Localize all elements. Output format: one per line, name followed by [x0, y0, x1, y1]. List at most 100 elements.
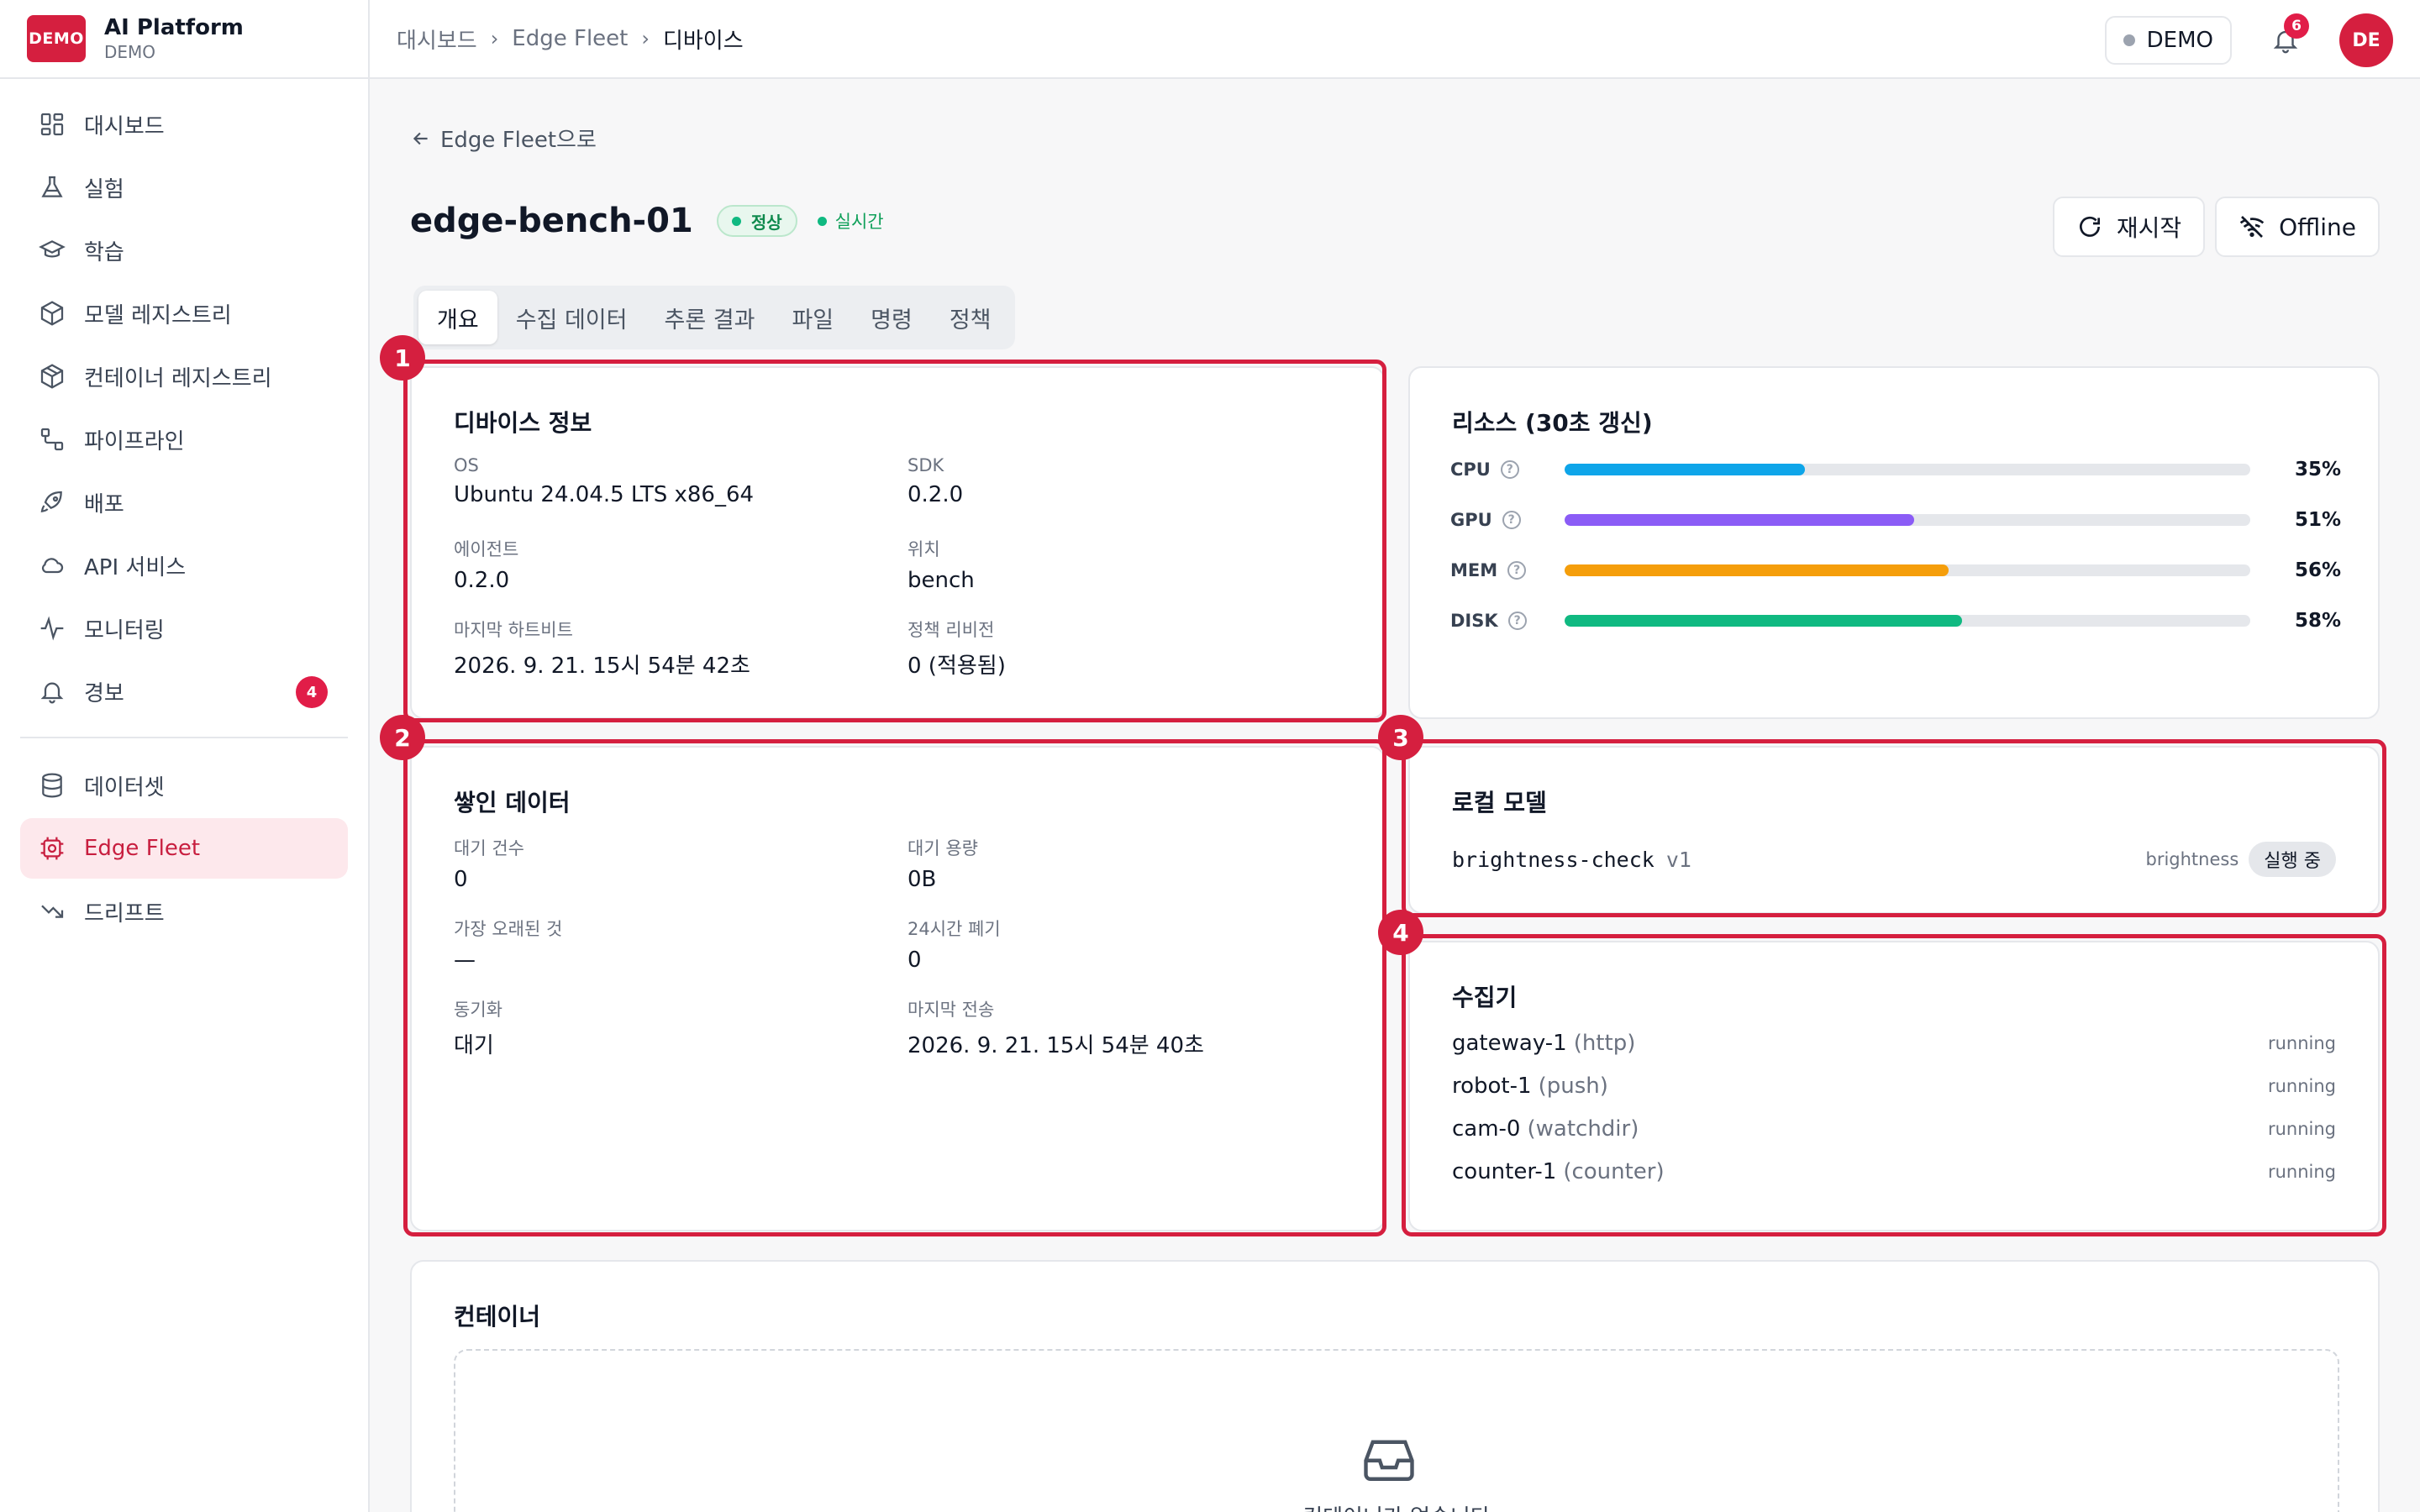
field-label: 대기 건수	[454, 838, 524, 858]
resource-percent: 58%	[2294, 610, 2341, 632]
device-title-row: edge-bench-01 정상 실시간	[410, 202, 884, 240]
status-badge: 정상	[716, 205, 797, 237]
tab-collected-data[interactable]: 수집 데이터	[515, 307, 628, 333]
collector-state: running	[2267, 1033, 2336, 1053]
brand[interactable]: DEMO AI Platform DEMO	[0, 0, 368, 79]
resource-label: MEM	[1450, 560, 1498, 580]
help-icon[interactable]: ?	[1500, 460, 1519, 479]
list-item: robot-1 (push) running	[1452, 1069, 2336, 1103]
collector-name: counter-1	[1452, 1159, 1557, 1184]
arrow-left-icon	[413, 132, 428, 144]
sidebar-item-container-registry[interactable]: 컨테이너 레지스트리	[20, 346, 348, 407]
field-label: 마지막 전송	[908, 1000, 995, 1020]
list-item: counter-1 (counter) running	[1452, 1155, 2336, 1189]
collector-name: gateway-1	[1452, 1031, 1567, 1056]
sidebar-item-label: API 서비스	[84, 554, 187, 580]
resource-label: GPU	[1450, 510, 1492, 530]
resource-percent: 35%	[2294, 459, 2341, 480]
tab-policy[interactable]: 정책	[949, 307, 992, 333]
live-dot	[817, 216, 827, 226]
cloud-icon	[41, 558, 64, 574]
avatar[interactable]: DE	[2339, 13, 2393, 67]
status-dot	[731, 216, 741, 226]
breadcrumb-device: 디바이스	[662, 28, 744, 54]
sidebar-item-edge-fleet[interactable]: Edge Fleet	[20, 818, 348, 879]
card-title: 로컬 모델	[1452, 789, 1547, 816]
activity-icon	[40, 616, 64, 641]
highlight-number-1: 1	[380, 335, 425, 381]
resource-row-cpu: CPU? 35%	[1450, 457, 2341, 482]
collector-state: running	[2267, 1162, 2336, 1182]
help-icon[interactable]: ?	[1502, 511, 1521, 529]
model-name: brightness-check	[1452, 847, 1655, 872]
bell-icon	[40, 682, 64, 704]
card-title: 수집기	[1452, 984, 1518, 1011]
field-agent: 에이전트 0.2.0	[454, 536, 518, 593]
breadcrumb-edge-fleet[interactable]: Edge Fleet	[512, 26, 629, 51]
database-icon	[42, 773, 62, 798]
sidebar-item-label: 대시보드	[84, 113, 165, 139]
brand-name: AI Platform	[104, 15, 244, 40]
empty-state: 컨테이너가 없습니다	[454, 1349, 2339, 1512]
sidebar-item-monitoring[interactable]: 모니터링	[20, 598, 348, 659]
breadcrumb-dashboard[interactable]: 대시보드	[397, 28, 477, 54]
field-policy-revision: 정책 리비전 0 (적용됨)	[908, 617, 1006, 680]
notifications-button[interactable]: 6	[2260, 13, 2311, 66]
field-queue-size: 대기 용량 0B	[908, 835, 978, 892]
tab-commands[interactable]: 명령	[871, 307, 913, 333]
breadcrumb-separator: ›	[641, 27, 650, 50]
resource-bar-fill	[1565, 464, 1805, 475]
sidebar-item-label: 학습	[84, 239, 124, 265]
sidebar-divider	[20, 737, 348, 738]
sidebar-item-label: 파이프라인	[84, 428, 185, 454]
sidebar-nav: 대시보드 실험 학습 모델 레지스트리 컨테이너 레지스트리 파이프라인 배포	[0, 79, 368, 942]
wifi-off-icon	[2239, 216, 2265, 238]
highlight-number-3: 3	[1378, 715, 1423, 760]
tab-files[interactable]: 파일	[792, 307, 834, 333]
resource-row-disk: DISK? 58%	[1450, 608, 2341, 633]
field-sync: 동기화 대기	[454, 996, 502, 1059]
page-title: edge-bench-01	[410, 202, 693, 240]
containers-card: 컨테이너 컨테이너가 없습니다	[410, 1260, 2380, 1512]
demo-label: DEMO	[2146, 28, 2213, 53]
sidebar-item-model-registry[interactable]: 모델 레지스트리	[20, 283, 348, 344]
field-value: 0	[908, 948, 922, 973]
resource-bar	[1565, 615, 2250, 627]
sidebar-item-pipeline[interactable]: 파이프라인	[20, 409, 348, 470]
top-header: 대시보드 › Edge Fleet › 디바이스 DEMO 6 DE	[370, 0, 2420, 79]
dashboard-icon	[40, 113, 64, 136]
field-discarded-24h: 24시간 폐기 0	[908, 916, 1001, 973]
offline-button[interactable]: Offline	[2215, 197, 2380, 257]
card-title: 디바이스 정보	[454, 409, 592, 437]
rocket-icon	[40, 491, 62, 513]
sidebar-item-dashboard[interactable]: 대시보드	[20, 94, 348, 155]
field-last-sent: 마지막 전송 2026. 9. 21. 15시 54분 40초	[908, 996, 1204, 1059]
sidebar-item-alerts[interactable]: 경보 4	[20, 661, 348, 722]
field-value: 2026. 9. 21. 15시 54분 40초	[908, 1033, 1204, 1058]
field-label: 위치	[908, 539, 940, 559]
sidebar-item-datasets[interactable]: 데이터셋	[20, 755, 348, 816]
help-icon[interactable]: ?	[1507, 561, 1527, 580]
field-value: 대기	[454, 1033, 494, 1058]
sidebar-item-training[interactable]: 학습	[20, 220, 348, 281]
demo-status-dot	[2123, 34, 2135, 46]
back-to-edge-fleet-link[interactable]: Edge Fleet으로	[410, 123, 597, 154]
sidebar-item-experiments[interactable]: 실험	[20, 157, 348, 218]
restart-button[interactable]: 재시작	[2052, 197, 2206, 257]
demo-workspace-button[interactable]: DEMO	[2104, 16, 2232, 65]
sidebar-item-label: 모델 레지스트리	[84, 302, 232, 328]
sidebar-item-label: 데이터셋	[84, 774, 165, 801]
tab-inference-results[interactable]: 추론 결과	[664, 307, 755, 333]
resource-row-mem: MEM? 56%	[1450, 558, 2341, 583]
tab-overview[interactable]: 개요	[418, 291, 497, 344]
sidebar-item-drift[interactable]: 드리프트	[20, 881, 348, 942]
sidebar-item-api-service[interactable]: API 서비스	[20, 535, 348, 596]
sidebar-item-deploy[interactable]: 배포	[20, 472, 348, 533]
resource-row-gpu: GPU? 51%	[1450, 507, 2341, 533]
resource-bar-fill	[1565, 615, 1963, 627]
field-label: OS	[454, 455, 479, 475]
cube-icon	[40, 301, 64, 326]
card-title: 쌓인 데이터	[454, 789, 571, 816]
help-icon[interactable]: ?	[1507, 612, 1527, 630]
resource-bar	[1565, 464, 2250, 475]
